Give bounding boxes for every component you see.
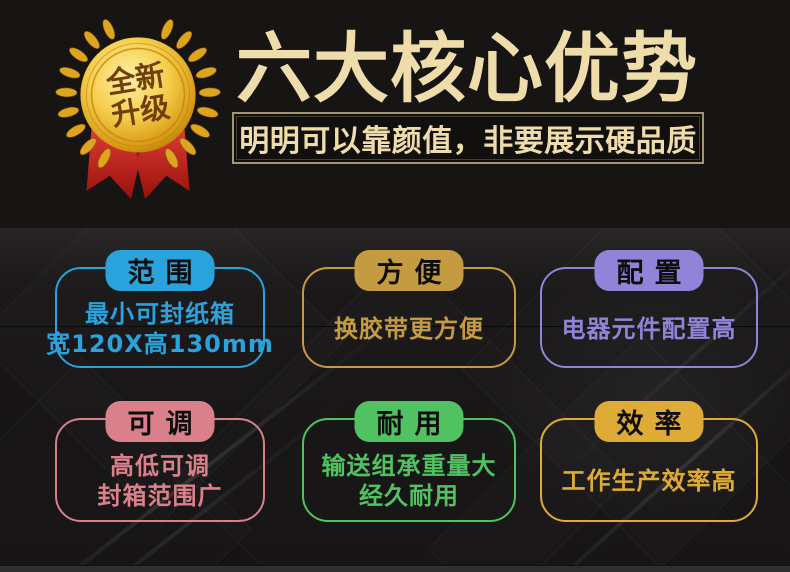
feature-tag-label: 可调 [127, 409, 204, 440]
feature-tag-label: 配置 [616, 258, 693, 289]
sheen-decor [480, 268, 790, 528]
feature-line: 最小可封纸箱 [85, 299, 235, 328]
feature-tag-durable: 耐用 [354, 401, 464, 442]
hero-section: 全新 升级 六大核心优势 明明可以靠颜值，非要展示硬品质 [0, 0, 790, 228]
feature-line: 输送组承重量大 [321, 452, 497, 480]
subtitle-box: 明明可以靠颜值，非要展示硬品质 [232, 112, 704, 164]
feature-line: 经久耐用 [359, 482, 459, 510]
feature-line: 电器元件配置高 [561, 314, 737, 343]
feature-tag-label: 范围 [127, 258, 204, 289]
feature-description-configuration: 电器元件配置高 [542, 269, 756, 366]
feature-card-adjustable: 可调 高低可调 封箱范围广 [55, 401, 265, 522]
feature-description-range: 最小可封纸箱 宽120X高130mm [46, 269, 273, 366]
feature-line: 宽120X高130mm [46, 329, 274, 358]
medal-badge-icon: 全新 升级 [55, 17, 221, 199]
feature-tag-range: 范围 [105, 250, 215, 291]
feature-description-convenience: 换胶带更方便 [304, 269, 514, 366]
feature-tag-configuration: 配置 [594, 250, 704, 291]
feature-description-efficiency: 工作生产效率高 [542, 420, 756, 520]
feature-tag-adjustable: 可调 [105, 401, 215, 442]
feature-card-efficiency: 效率 工作生产效率高 [540, 401, 758, 522]
bottom-strip [0, 565, 790, 572]
feature-description-durable: 输送组承重量大 经久耐用 [304, 420, 514, 520]
feature-card-convenience: 方便 换胶带更方便 [302, 250, 516, 368]
page-title: 六大核心优势 [236, 24, 698, 113]
feature-tag-convenience: 方便 [354, 250, 464, 291]
feature-tag-label: 方便 [376, 258, 453, 289]
feature-tag-label: 耐用 [376, 409, 453, 440]
medal-coin: 全新 升级 [80, 37, 196, 153]
feature-card-range: 范围 最小可封纸箱 宽120X高130mm [46, 250, 273, 368]
feature-description-adjustable: 高低可调 封箱范围广 [57, 420, 263, 520]
page-subtitle: 明明可以靠颜值，非要展示硬品质 [239, 124, 697, 159]
feature-card-configuration: 配置 电器元件配置高 [540, 250, 758, 368]
features-section: 范围 最小可封纸箱 宽120X高130mm 方便 换胶带更方便 配置 电器元件配… [0, 228, 790, 572]
feature-line: 工作生产效率高 [561, 467, 737, 495]
background-seam-line [0, 326, 790, 327]
feature-line: 换胶带更方便 [334, 314, 484, 343]
feature-tag-efficiency: 效率 [594, 401, 704, 442]
feature-line: 高低可调 [110, 452, 210, 480]
feature-tag-label: 效率 [616, 409, 693, 440]
feature-line: 封箱范围广 [97, 482, 223, 510]
feature-card-durable: 耐用 输送组承重量大 经久耐用 [302, 401, 516, 522]
